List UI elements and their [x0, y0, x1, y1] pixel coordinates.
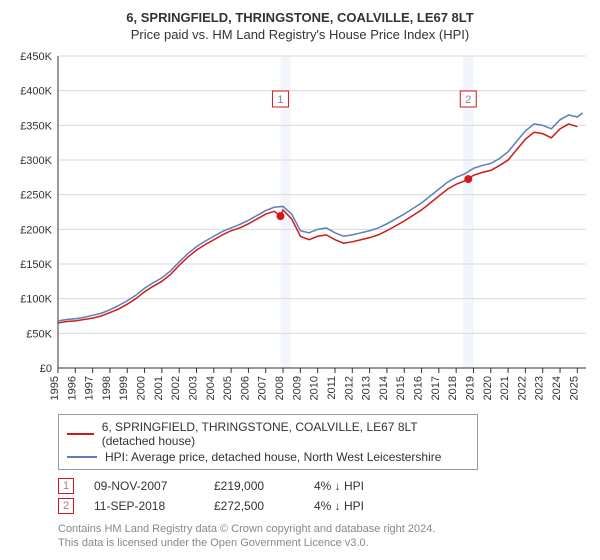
- chart-svg: £0 £50K £100K £150K £200K £250K £300K £350K £400…: [8, 48, 592, 408]
- transaction-row: 1 09-NOV-2007 £219,000 4% ↓ HPI: [58, 476, 592, 496]
- x-tick-label: 2014: [378, 376, 390, 400]
- x-tick-label: 2000: [136, 376, 148, 400]
- marker-dot-1: [276, 212, 284, 220]
- x-tick-label: 2011: [326, 376, 338, 400]
- legend-label: HPI: Average price, detached house, Nort…: [105, 450, 441, 464]
- transaction-delta: 4% ↓ HPI: [314, 479, 414, 493]
- x-tick-label: 2009: [291, 376, 303, 400]
- transaction-row: 2 11-SEP-2018 £272,500 4% ↓ HPI: [58, 496, 592, 516]
- marker-label-1: 1: [277, 94, 283, 106]
- transaction-date: 11-SEP-2018: [94, 499, 194, 513]
- y-tick-label: £300K: [20, 155, 52, 167]
- x-tick-label: 1998: [101, 376, 113, 400]
- marker-label-2: 2: [465, 94, 471, 106]
- y-tick-label: £350K: [20, 120, 52, 132]
- x-tick-label: 2006: [239, 376, 251, 400]
- legend-label: 6, SPRINGFIELD, THRINGSTONE, COALVILLE, …: [102, 420, 469, 448]
- legend-row: 6, SPRINGFIELD, THRINGSTONE, COALVILLE, …: [67, 419, 469, 449]
- x-tick-label: 2022: [516, 376, 528, 400]
- legend-swatch: [67, 456, 97, 458]
- legend: 6, SPRINGFIELD, THRINGSTONE, COALVILLE, …: [58, 414, 478, 470]
- y-tick-label: £200K: [20, 224, 52, 236]
- license-line-1: Contains HM Land Registry data © Crown c…: [58, 522, 592, 536]
- legend-swatch: [67, 433, 94, 435]
- legend-row: HPI: Average price, detached house, Nort…: [67, 449, 469, 465]
- x-tick-label: 2007: [257, 376, 269, 400]
- chart-title: 6, SPRINGFIELD, THRINGSTONE, COALVILLE, …: [8, 10, 592, 25]
- transaction-marker: 2: [58, 498, 74, 514]
- transaction-marker: 1: [58, 478, 74, 494]
- license-line-2: This data is licensed under the Open Gov…: [58, 536, 592, 550]
- chart-subtitle: Price paid vs. HM Land Registry's House …: [8, 27, 592, 42]
- transaction-price: £272,500: [214, 499, 294, 513]
- x-tick-label: 2021: [499, 376, 511, 400]
- y-tick-label: £0: [40, 363, 52, 375]
- x-tick-label: 2012: [343, 376, 355, 400]
- series-property: [58, 124, 577, 323]
- x-tick-label: 2020: [482, 376, 494, 400]
- x-tick-label: 2002: [170, 376, 182, 400]
- x-tick-label: 2016: [413, 376, 425, 400]
- y-tick-label: £250K: [20, 190, 52, 202]
- x-tick-label: 1996: [66, 376, 78, 400]
- license-text: Contains HM Land Registry data © Crown c…: [58, 522, 592, 551]
- transaction-date: 09-NOV-2007: [94, 479, 194, 493]
- y-tick-label: £100K: [20, 294, 52, 306]
- x-tick-label: 1995: [49, 376, 61, 400]
- y-tick-label: £150K: [20, 259, 52, 271]
- x-tick-label: 2003: [187, 376, 199, 400]
- x-tick-label: 2025: [568, 376, 580, 400]
- x-tick-label: 2019: [464, 376, 476, 400]
- transactions-table: 1 09-NOV-2007 £219,000 4% ↓ HPI 2 11-SEP-2018…: [58, 476, 592, 516]
- transaction-delta: 4% ↓ HPI: [314, 499, 414, 513]
- transaction-price: £219,000: [214, 479, 294, 493]
- x-tick-label: 1999: [118, 376, 130, 400]
- x-tick-label: 2017: [430, 376, 442, 400]
- marker-dot-2: [464, 175, 472, 183]
- x-tick-label: 2004: [205, 376, 217, 400]
- x-tick-label: 2010: [309, 376, 321, 400]
- price-chart: £0 £50K £100K £150K £200K £250K £300K £350K £400…: [8, 48, 592, 408]
- x-tick-label: 2008: [274, 376, 286, 400]
- y-tick-label: £50K: [26, 328, 52, 340]
- y-tick-label: £400K: [20, 86, 52, 98]
- x-tick-label: 2015: [395, 376, 407, 400]
- x-tick-label: 2018: [447, 376, 459, 400]
- x-tick-label: 2001: [153, 376, 165, 400]
- x-tick-label: 1997: [84, 376, 96, 400]
- x-tick-label: 2024: [551, 376, 563, 400]
- x-tick-label: 2023: [534, 376, 546, 400]
- x-tick-label: 2005: [222, 376, 234, 400]
- y-tick-label: £450K: [20, 51, 52, 63]
- x-tick-label: 2013: [361, 376, 373, 400]
- series-hpi: [58, 113, 583, 321]
